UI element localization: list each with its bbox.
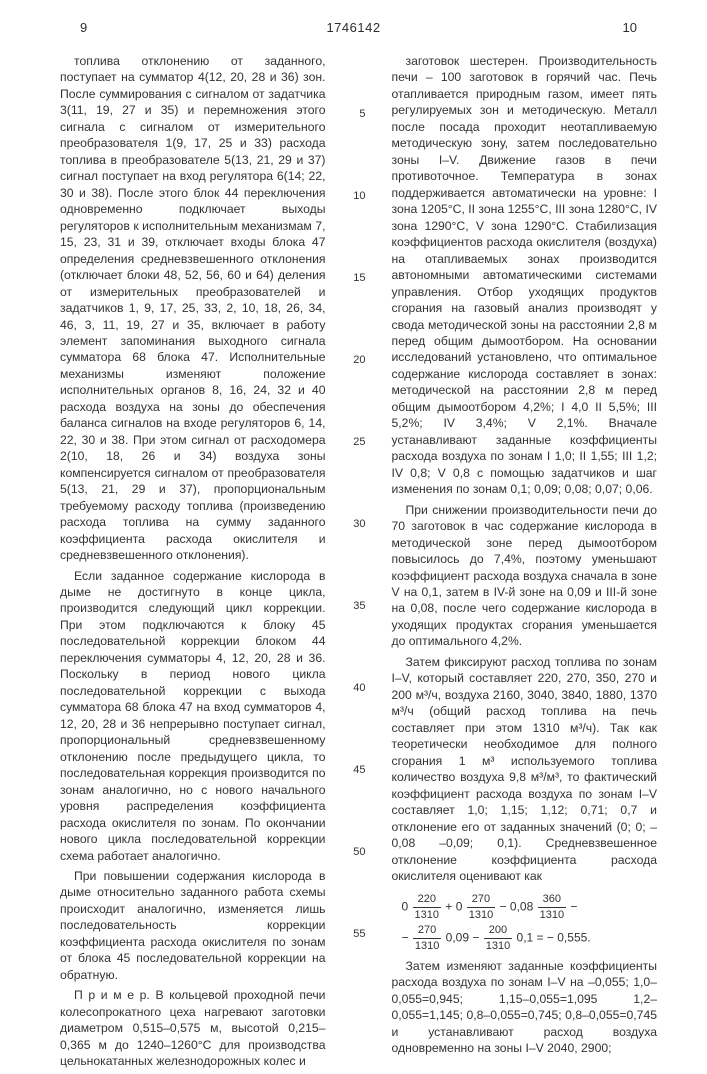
- line-marker: 50: [353, 845, 365, 860]
- equation-block: 0 2201310 + 0 2701310 − 0,08 3601310 − −…: [392, 888, 658, 957]
- line-marker: 20: [353, 353, 365, 368]
- line-marker: 25: [353, 435, 365, 450]
- line-marker: 10: [353, 189, 365, 204]
- para-r4: Затем изменяют заданные коэффициенты рас…: [392, 958, 658, 1057]
- para-r1: заготовок шестерен. Производительность п…: [392, 53, 658, 498]
- line-marker: 35: [353, 599, 365, 614]
- line-marker: 5: [359, 107, 365, 122]
- line-marker: 30: [353, 517, 365, 532]
- right-column: заготовок шестерен. Производительность п…: [392, 53, 658, 1074]
- page-number-right: 10: [623, 20, 637, 35]
- document-number: 1746142: [326, 20, 380, 35]
- line-number-gutter: 5 10 15 20 25 30 35 40 45 50 55: [350, 53, 368, 1074]
- line-marker: 45: [353, 763, 365, 778]
- para-l2: Если заданное содержание кислорода в дым…: [60, 568, 326, 864]
- left-column: топлива отклонению от заданного, поступа…: [60, 53, 326, 1074]
- page-header: 9 1746142 10: [60, 20, 657, 35]
- page-number-left: 9: [80, 20, 87, 35]
- para-r3: Затем фиксируют расход топлива по зонам …: [392, 654, 658, 885]
- para-l1: топлива отклонению от заданного, поступа…: [60, 53, 326, 564]
- line-marker: 15: [353, 271, 365, 286]
- text-columns: топлива отклонению от заданного, поступа…: [60, 53, 657, 1074]
- para-l3: При повышении содержания кислорода в дым…: [60, 868, 326, 983]
- line-marker: 55: [353, 927, 365, 942]
- para-r2: При снижении производительности печи до …: [392, 502, 658, 650]
- line-marker: 40: [353, 681, 365, 696]
- document-page: 9 1746142 10 топлива отклонению от задан…: [0, 0, 707, 1000]
